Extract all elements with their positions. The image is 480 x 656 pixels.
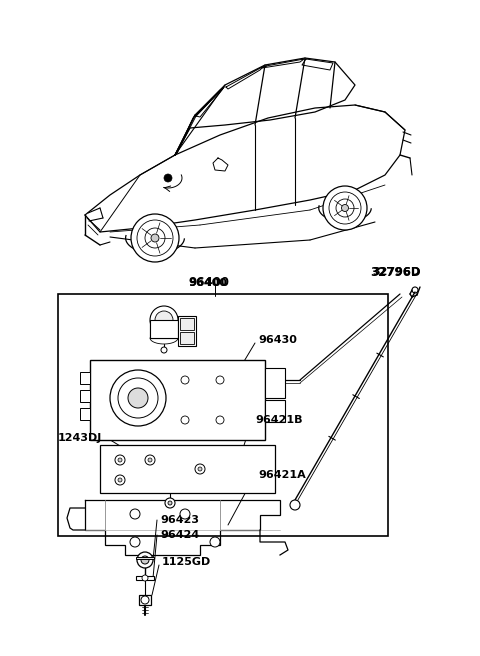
Text: 96400: 96400 xyxy=(188,276,229,289)
Circle shape xyxy=(180,509,190,519)
Circle shape xyxy=(164,174,172,182)
Text: 1125GD: 1125GD xyxy=(162,557,211,567)
Circle shape xyxy=(181,416,189,424)
Circle shape xyxy=(161,347,167,353)
Circle shape xyxy=(137,552,153,568)
Circle shape xyxy=(118,478,122,482)
Text: 96400: 96400 xyxy=(188,278,227,288)
Circle shape xyxy=(110,370,166,426)
Bar xyxy=(136,557,154,559)
Circle shape xyxy=(216,376,224,384)
Circle shape xyxy=(130,509,140,519)
Circle shape xyxy=(341,205,348,211)
Circle shape xyxy=(115,455,125,465)
Circle shape xyxy=(142,575,148,581)
Bar xyxy=(100,445,275,493)
Bar xyxy=(80,390,90,402)
Circle shape xyxy=(290,500,300,510)
Circle shape xyxy=(148,458,152,462)
Circle shape xyxy=(168,501,172,505)
Bar xyxy=(139,595,151,605)
Bar xyxy=(150,320,178,338)
Circle shape xyxy=(198,467,202,471)
Circle shape xyxy=(155,311,173,329)
Circle shape xyxy=(216,416,224,424)
Circle shape xyxy=(165,498,175,508)
Bar xyxy=(265,368,285,398)
Bar xyxy=(80,408,90,420)
Circle shape xyxy=(151,234,159,242)
Circle shape xyxy=(141,596,149,604)
Circle shape xyxy=(131,214,179,262)
Circle shape xyxy=(181,376,189,384)
Text: 96430: 96430 xyxy=(258,335,297,345)
Circle shape xyxy=(195,464,205,474)
Circle shape xyxy=(128,388,148,408)
Bar xyxy=(90,360,265,440)
Bar xyxy=(136,576,154,580)
Text: 96421B: 96421B xyxy=(255,415,302,425)
Bar xyxy=(180,318,194,330)
Circle shape xyxy=(118,378,158,418)
Circle shape xyxy=(130,537,140,547)
Bar xyxy=(178,316,196,346)
Circle shape xyxy=(141,556,149,564)
Circle shape xyxy=(145,455,155,465)
Circle shape xyxy=(150,306,178,334)
Bar xyxy=(265,400,285,422)
Circle shape xyxy=(115,475,125,485)
Text: 1243DJ: 1243DJ xyxy=(58,433,102,443)
Bar xyxy=(58,294,388,536)
Text: 96421A: 96421A xyxy=(258,470,306,480)
Bar xyxy=(180,332,194,344)
Text: 32796D: 32796D xyxy=(370,266,420,279)
Text: 32796D: 32796D xyxy=(372,267,420,277)
Circle shape xyxy=(118,458,122,462)
Text: 96423: 96423 xyxy=(160,515,199,525)
Circle shape xyxy=(323,186,367,230)
Text: 96424: 96424 xyxy=(160,530,199,540)
Bar xyxy=(80,372,90,384)
Circle shape xyxy=(210,537,220,547)
